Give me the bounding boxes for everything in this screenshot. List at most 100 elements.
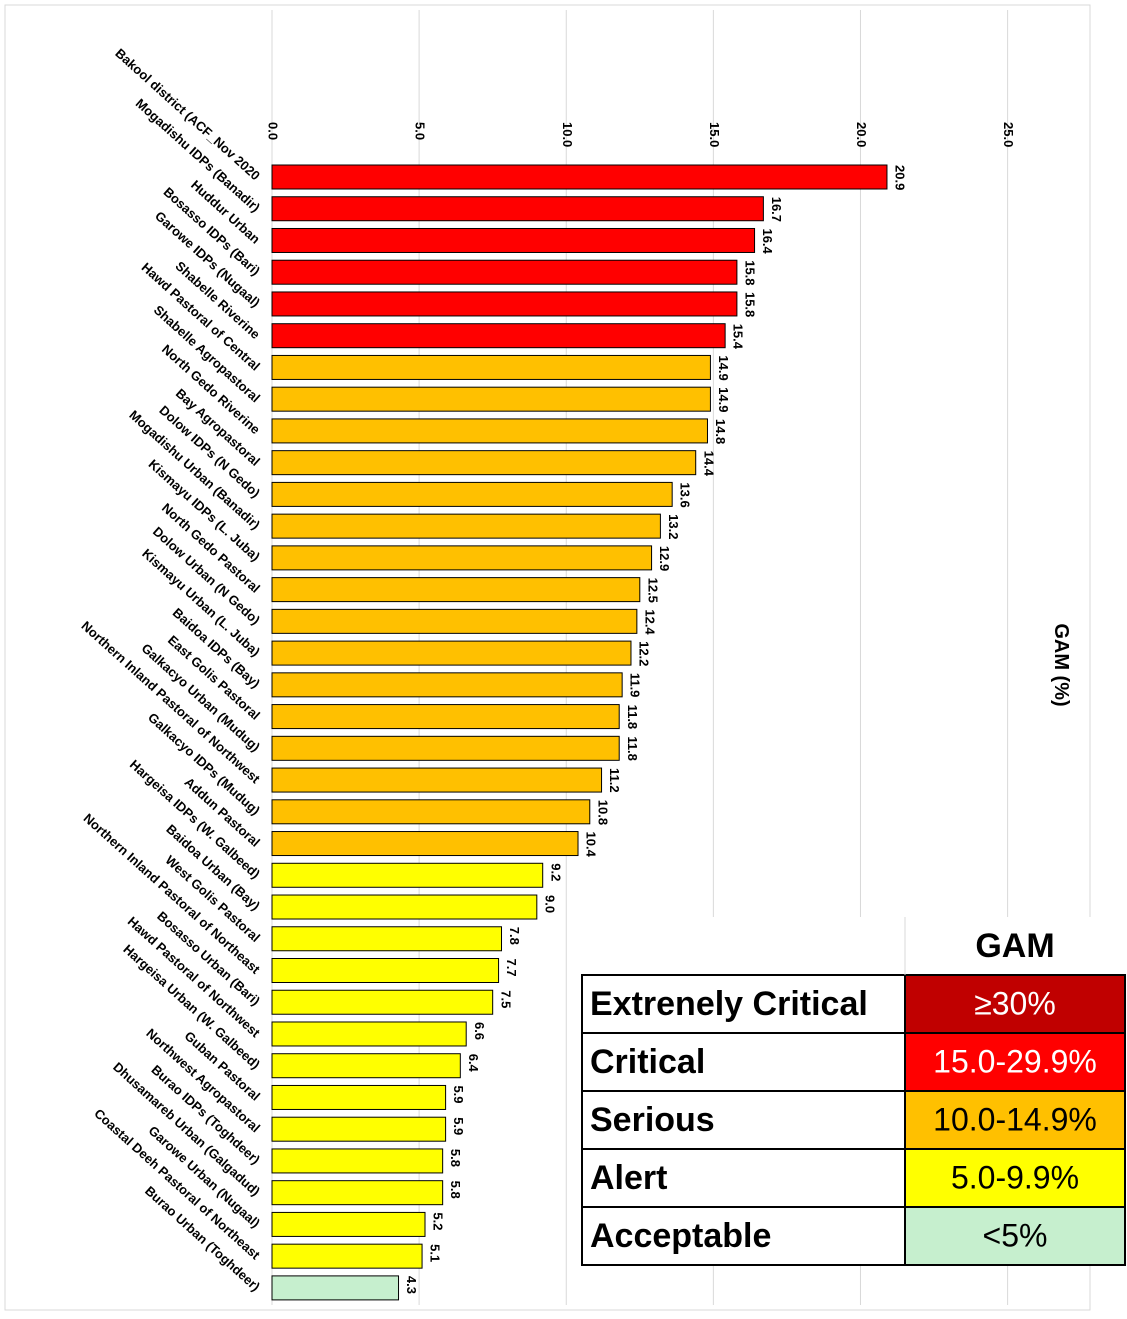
value-label: 10.4 xyxy=(584,832,599,858)
bar xyxy=(271,831,579,857)
bar xyxy=(271,926,503,952)
bar xyxy=(271,799,591,825)
value-label: 12.9 xyxy=(657,546,672,571)
bar xyxy=(271,1021,467,1047)
bar xyxy=(271,259,738,285)
category-label: Bakool district (ACF_Nov 2020 xyxy=(112,45,263,183)
value-label: 5.2 xyxy=(431,1212,446,1230)
value-label: 7.8 xyxy=(507,927,522,945)
value-label: 14.9 xyxy=(716,387,731,412)
bar xyxy=(271,1180,444,1206)
value-label: 20.9 xyxy=(893,165,908,190)
bar xyxy=(271,418,708,444)
value-label: 16.7 xyxy=(769,197,784,222)
legend-color-cell xyxy=(904,974,1126,1034)
value-label: 11.8 xyxy=(625,705,640,730)
bar xyxy=(271,164,888,190)
bar xyxy=(271,386,711,412)
legend-label: Extrenely Critical xyxy=(590,985,868,1023)
value-label: 9.0 xyxy=(542,895,557,913)
bar xyxy=(271,989,494,1015)
value-label: 5.1 xyxy=(428,1244,443,1262)
value-label: 5.9 xyxy=(451,1117,466,1135)
bar xyxy=(271,735,620,761)
value-label: 11.8 xyxy=(625,736,640,761)
bar xyxy=(271,1084,447,1110)
bar xyxy=(271,1243,423,1269)
value-label: 7.5 xyxy=(498,990,513,1008)
bar xyxy=(271,894,538,920)
bar xyxy=(271,958,500,983)
value-label: 14.4 xyxy=(701,451,716,477)
value-label: 15.8 xyxy=(742,260,757,285)
value-label: 10.8 xyxy=(595,800,610,825)
bar xyxy=(271,227,756,253)
bar xyxy=(271,608,638,634)
x-tick-label: 0.0 xyxy=(266,122,281,140)
legend-color-cell xyxy=(904,1148,1126,1208)
axis-label: GAM (%) xyxy=(1050,623,1072,706)
value-label: 15.4 xyxy=(731,324,746,350)
value-label: 13.6 xyxy=(678,482,693,507)
legend-range: 10.0-14.9% xyxy=(933,1101,1097,1137)
legend-header: GAM xyxy=(975,927,1054,965)
bar xyxy=(271,323,726,349)
bar xyxy=(271,577,641,603)
bar xyxy=(271,672,623,698)
legend-label-cell xyxy=(581,1206,906,1266)
bar xyxy=(271,1116,447,1142)
value-label: 14.8 xyxy=(713,419,728,444)
legend-range: 15.0-29.9% xyxy=(933,1043,1097,1079)
legend-label: Critical xyxy=(590,1043,705,1081)
value-label: 14.9 xyxy=(716,355,731,380)
value-label: 15.8 xyxy=(742,292,757,317)
value-label: 5.9 xyxy=(451,1085,466,1103)
bar xyxy=(271,1275,400,1301)
bar xyxy=(271,450,697,476)
bar xyxy=(271,767,603,793)
legend-label: Acceptable xyxy=(590,1217,771,1255)
bar xyxy=(271,545,653,571)
legend-label: Alert xyxy=(590,1159,667,1197)
bar xyxy=(271,862,544,888)
x-tick-label: 20.0 xyxy=(854,122,869,147)
chart-border xyxy=(4,4,1091,1311)
legend-header-bg xyxy=(582,917,1125,975)
value-label: 6.6 xyxy=(472,1022,487,1040)
x-tick-label: 5.0 xyxy=(413,122,428,140)
legend-label-cell xyxy=(581,1148,906,1208)
x-tick-label: 25.0 xyxy=(1001,122,1016,147)
value-label: 7.7 xyxy=(504,959,519,977)
legend-label-cell xyxy=(581,1090,906,1150)
bar xyxy=(271,196,764,222)
legend-range: 5.0-9.9% xyxy=(951,1159,1079,1195)
value-label: 4.3 xyxy=(404,1276,419,1294)
value-label: 9.2 xyxy=(548,863,563,881)
x-tick-label: 15.0 xyxy=(707,122,722,147)
bar xyxy=(271,513,661,539)
legend-label: Serious xyxy=(590,1101,715,1139)
value-label: 13.2 xyxy=(666,514,681,539)
value-label: 16.4 xyxy=(760,228,775,254)
bar xyxy=(271,640,632,666)
legend-range: <5% xyxy=(983,1217,1048,1253)
bar xyxy=(271,291,738,317)
value-label: 12.5 xyxy=(645,578,660,603)
bar xyxy=(271,1053,461,1079)
bar xyxy=(271,1148,444,1174)
legend-label-cell xyxy=(581,1032,906,1092)
value-label: 6.4 xyxy=(466,1054,481,1073)
value-label: 11.9 xyxy=(628,673,643,698)
bar xyxy=(271,704,620,730)
bar xyxy=(271,354,711,380)
value-label: 12.4 xyxy=(642,609,657,635)
value-label: 5.8 xyxy=(448,1181,463,1199)
value-label: 11.2 xyxy=(607,768,622,793)
legend-color-cell xyxy=(904,1090,1126,1150)
legend-color-cell xyxy=(904,1206,1126,1266)
bar xyxy=(271,481,673,507)
value-label: 12.2 xyxy=(637,641,652,666)
legend-range: ≥30% xyxy=(974,985,1056,1021)
bar xyxy=(271,1211,426,1237)
